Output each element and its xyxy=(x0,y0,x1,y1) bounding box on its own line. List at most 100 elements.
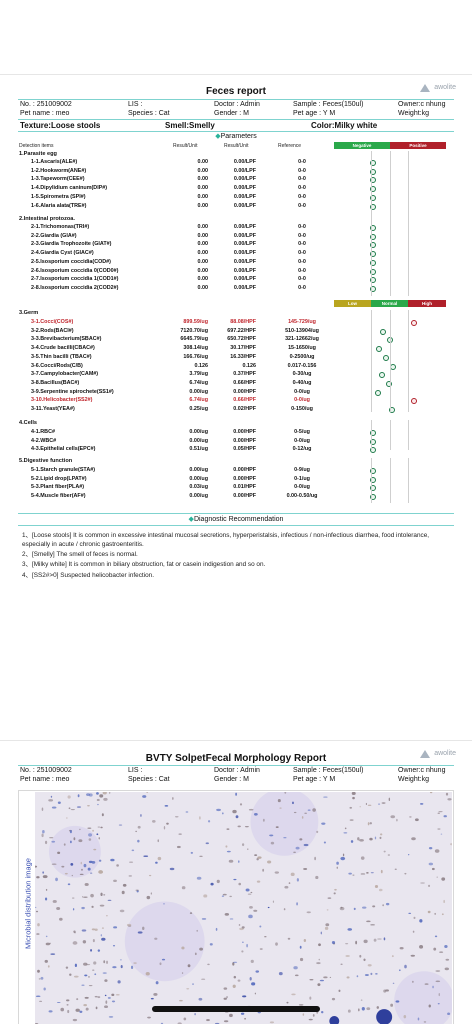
detection-item-name: 5-3.Plant fiber(PLA#) xyxy=(31,484,85,491)
result-value: 0.00 xyxy=(197,258,209,265)
particle xyxy=(84,974,88,977)
stain-blur xyxy=(124,901,205,982)
result-per-field: 0.00/HPF xyxy=(233,388,256,395)
particle xyxy=(142,926,145,931)
particle xyxy=(39,1000,43,1002)
result-per-field: 0.05/HPF xyxy=(233,446,256,453)
particle xyxy=(434,849,440,853)
particle xyxy=(98,837,100,840)
detection-item-name: 2-7.Isosporium coccidia 1(COD1#) xyxy=(31,276,119,283)
particle xyxy=(207,820,211,823)
particle xyxy=(247,848,249,850)
particle xyxy=(222,893,227,896)
particle xyxy=(68,807,71,810)
result-value: 0.00/ug xyxy=(189,467,208,473)
particle xyxy=(117,980,121,984)
scale-guide-line xyxy=(390,458,391,503)
particle xyxy=(106,960,108,964)
table-row: 2-1.Trichomonas(TRI#) 0.00 0.00/LPF 0-0 xyxy=(0,224,472,233)
result-value: 0.00 xyxy=(197,202,209,209)
particle xyxy=(428,846,433,850)
reference-range: 15-1650/ug xyxy=(288,345,316,352)
result-value: 0.00 xyxy=(197,276,209,283)
detection-item-name: 2-1.Trichomonas(TRI#) xyxy=(31,224,90,230)
particle xyxy=(279,807,282,809)
particle xyxy=(269,834,274,837)
particle xyxy=(245,888,250,892)
result-per-field: 88.08/HPF xyxy=(230,319,256,325)
particle xyxy=(299,945,302,949)
microscope-field xyxy=(33,788,454,1024)
particle xyxy=(100,934,103,937)
reference-range: 0-0/ug xyxy=(294,437,310,444)
particle xyxy=(121,890,125,895)
result-marker xyxy=(389,407,395,413)
table-row: 3-7.Campylobacter(CAM#) 3.79/ug 0.37/HPF 0-… xyxy=(0,371,472,380)
particle xyxy=(302,1013,305,1016)
result-per-field: 0.00/LPF xyxy=(233,267,256,274)
particle xyxy=(64,872,68,875)
microbial-distribution-panel: Microbial distribution image xyxy=(18,788,454,1024)
particle xyxy=(347,928,353,931)
particle xyxy=(55,877,58,882)
particle xyxy=(88,985,93,987)
particle xyxy=(377,938,382,940)
header-divider xyxy=(18,99,454,100)
header-divider-2 xyxy=(18,119,454,120)
particle xyxy=(225,845,228,848)
table-row: 2-6.Isosporium coccidia 0(COD0#) 0.00 0.00… xyxy=(0,268,472,277)
particle xyxy=(81,868,83,871)
particle xyxy=(232,809,237,814)
particle xyxy=(253,813,258,816)
particle xyxy=(147,1016,151,1019)
particle xyxy=(148,874,152,877)
particle xyxy=(381,802,386,804)
result-marker xyxy=(370,225,376,231)
stained-cell xyxy=(329,1016,340,1024)
particle xyxy=(344,827,347,830)
report-title: Feces report xyxy=(205,86,267,97)
reference-range: 0-30/ug xyxy=(292,371,312,378)
reference-range: 0-1/ug xyxy=(294,475,310,482)
table-row: 3-1.Cocci(COS#) 899.59/ug 88.08/HPF 145-729… xyxy=(0,319,472,328)
particle xyxy=(262,818,265,822)
particle xyxy=(254,854,258,857)
particle xyxy=(96,792,99,795)
diagnostic-note-1: 1、[Loose stools] It is common in excessi… xyxy=(22,532,430,548)
result-value: 0.00 xyxy=(197,241,209,248)
scale-guide-line xyxy=(371,458,372,503)
detection-item-name: 2-4.Giardia Cyst (GIAC#) xyxy=(31,250,94,257)
result-marker xyxy=(376,346,382,353)
particle xyxy=(122,883,127,887)
result-per-field: 0.01/HPF xyxy=(233,484,256,491)
scrollbar-thumb[interactable] xyxy=(152,1006,320,1012)
particle xyxy=(378,888,383,892)
particle xyxy=(44,897,48,901)
particle xyxy=(356,975,359,978)
particle xyxy=(143,855,149,857)
particle xyxy=(345,943,349,945)
particle xyxy=(51,863,57,865)
reference-range: 0-0 xyxy=(298,241,306,248)
particle xyxy=(256,880,261,883)
scale-guide-line xyxy=(390,310,391,412)
particle xyxy=(242,941,244,943)
particle xyxy=(318,958,320,961)
particle xyxy=(391,955,394,958)
particle xyxy=(445,792,449,796)
particle xyxy=(312,808,316,812)
particle xyxy=(206,1018,210,1022)
particle xyxy=(87,827,92,829)
particle xyxy=(83,962,88,966)
result-per-field: 0.00/HPF xyxy=(233,437,256,444)
doctor-field: Doctor : Admin xyxy=(214,101,260,108)
particle xyxy=(43,987,46,991)
scale-guide-line xyxy=(390,151,391,226)
result-value: 0.25/ug xyxy=(189,406,208,412)
table-row: 2-7.Isosporium coccidia 1(COD1#) 0.00 0.00… xyxy=(0,276,472,285)
particle xyxy=(216,808,221,812)
table-row: 3-10.Helicobacter(SS2#) 6.74/ug 0.66/HPF 0-… xyxy=(0,397,472,406)
result-value: 0.126 xyxy=(194,362,209,369)
particle xyxy=(120,964,123,969)
particle xyxy=(364,974,369,976)
